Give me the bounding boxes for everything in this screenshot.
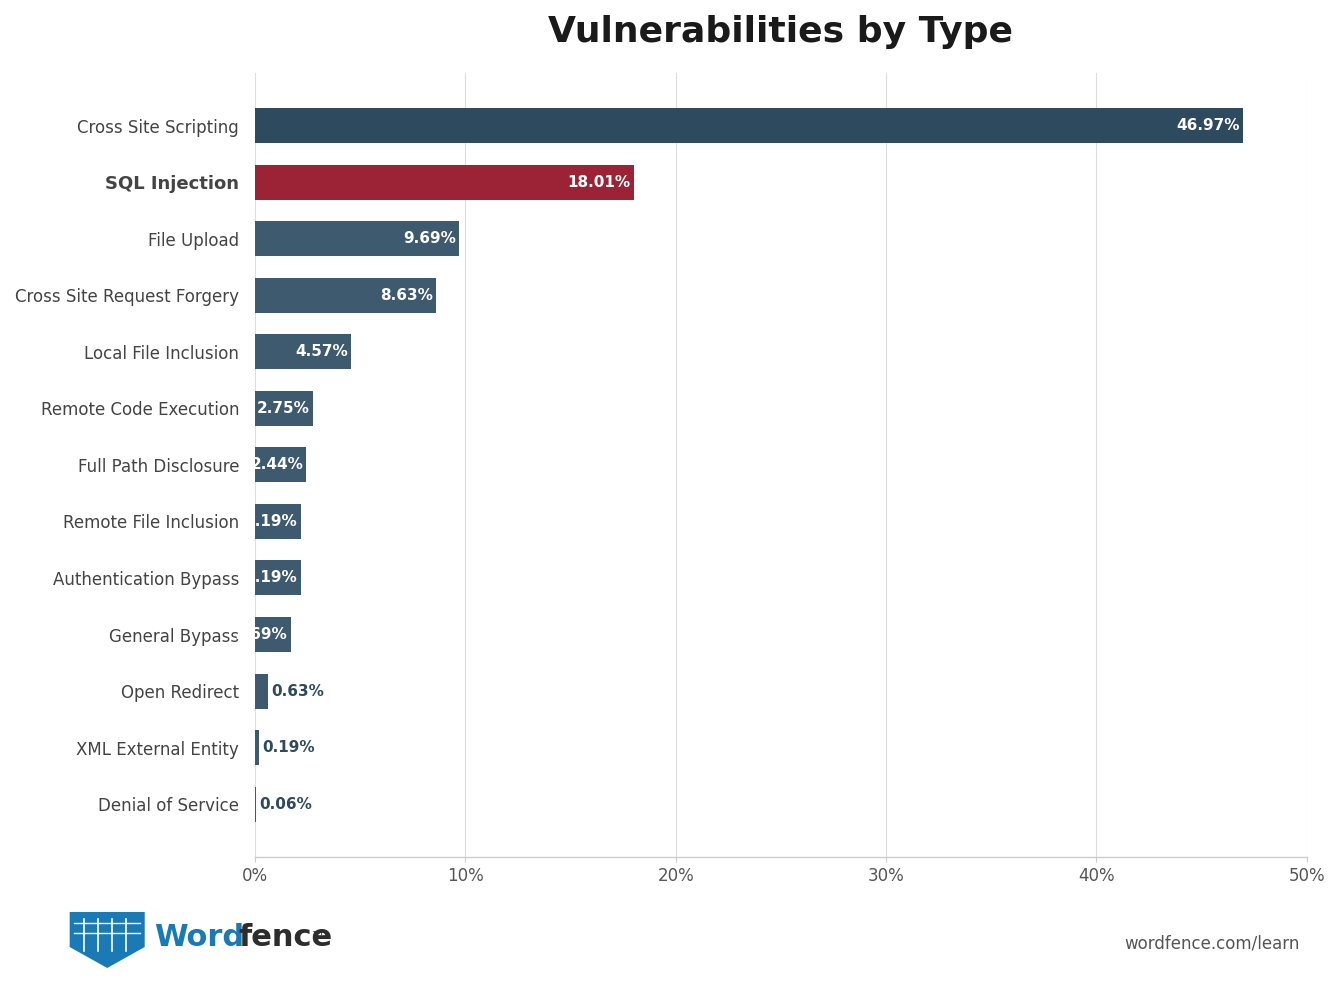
Bar <box>255 730 259 765</box>
Text: ™: ™ <box>311 929 324 943</box>
Bar <box>255 108 1244 143</box>
Bar <box>255 165 634 200</box>
Bar <box>255 447 307 482</box>
Text: 4.57%: 4.57% <box>295 344 348 359</box>
Bar <box>255 560 302 595</box>
Title: Vulnerabilities by Type: Vulnerabilities by Type <box>548 15 1013 49</box>
Text: 0.63%: 0.63% <box>272 684 324 699</box>
Bar <box>255 221 458 256</box>
Text: 8.63%: 8.63% <box>381 288 433 303</box>
Bar <box>255 391 312 426</box>
Bar <box>255 617 291 652</box>
Text: 1.69%: 1.69% <box>234 627 287 642</box>
Text: 2.19%: 2.19% <box>245 570 297 585</box>
Text: 0.19%: 0.19% <box>263 740 315 755</box>
Text: fence: fence <box>239 923 332 952</box>
Bar <box>255 278 437 313</box>
Text: 18.01%: 18.01% <box>568 175 631 190</box>
Text: Word: Word <box>154 923 244 952</box>
Bar <box>255 504 302 539</box>
Text: 2.44%: 2.44% <box>251 457 303 472</box>
Text: 2.75%: 2.75% <box>257 401 310 416</box>
Bar <box>255 674 268 709</box>
Text: 46.97%: 46.97% <box>1177 118 1240 133</box>
Text: 0.06%: 0.06% <box>260 797 312 812</box>
Bar <box>255 334 351 369</box>
Text: 9.69%: 9.69% <box>403 231 456 246</box>
Text: 2.19%: 2.19% <box>245 514 297 529</box>
Text: wordfence.com/learn: wordfence.com/learn <box>1124 934 1300 952</box>
Polygon shape <box>70 912 145 968</box>
